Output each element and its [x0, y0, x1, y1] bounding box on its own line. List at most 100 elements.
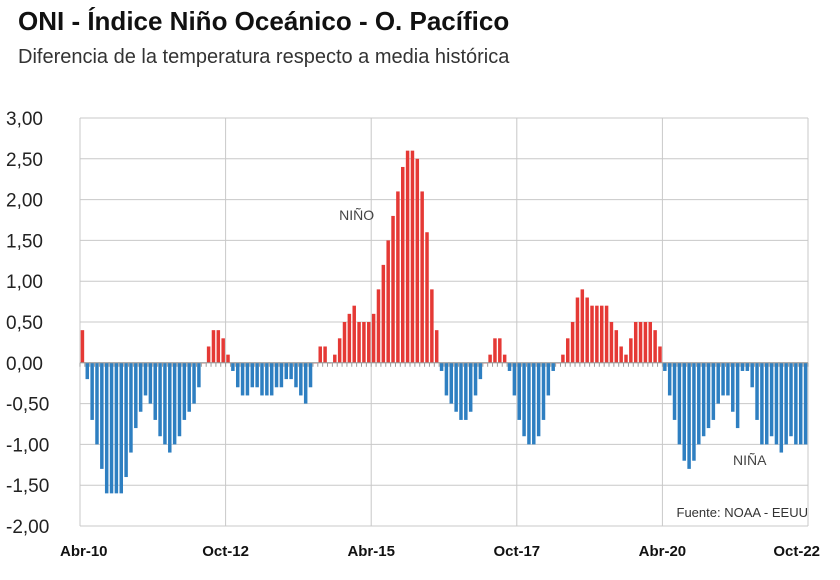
oni-bar	[459, 362, 463, 420]
oni-bar	[473, 362, 478, 396]
oni-bar	[386, 240, 390, 363]
y-tick-label: -0,50	[6, 395, 49, 416]
oni-bar	[342, 322, 347, 363]
oni-bar	[658, 346, 662, 363]
oni-bar	[367, 322, 371, 363]
oni-bar	[318, 346, 322, 363]
oni-bar	[410, 150, 415, 363]
oni-bar	[527, 362, 531, 445]
oni-bar	[439, 362, 444, 371]
oni-bar	[192, 362, 196, 404]
oni-bar	[716, 362, 720, 404]
x-tick-label: Abr-20	[639, 543, 687, 560]
x-tick-label: Abr-10	[60, 543, 108, 560]
oni-bar	[158, 362, 162, 437]
y-tick-label: 0,00	[6, 354, 43, 375]
oni-bar	[240, 362, 245, 396]
oni-bar	[80, 330, 85, 363]
oni-bar	[541, 362, 546, 420]
oni-bar	[585, 297, 589, 363]
oni-bar	[726, 362, 730, 396]
x-tick-label: Abr-15	[347, 543, 395, 560]
oni-bar	[221, 338, 225, 363]
oni-bar	[235, 362, 240, 388]
oni-bar	[362, 322, 366, 363]
oni-bar	[95, 362, 99, 445]
oni-bar	[226, 354, 230, 363]
oni-bar	[430, 289, 434, 363]
oni-bar	[769, 362, 774, 437]
oni-bar	[619, 346, 623, 363]
oni-bar	[197, 362, 201, 388]
oni-bar	[153, 362, 157, 420]
oni-bar	[798, 362, 803, 445]
oni-bar	[653, 330, 657, 363]
oni-bar	[444, 362, 449, 396]
oni-bar	[488, 354, 492, 363]
oni-bar	[391, 215, 395, 363]
oni-bar	[672, 362, 677, 420]
label-layer: 3,00 2,50 2,00 1,50 1,00 0,50 0,00 -0,50 -1,00 -1…	[6, 109, 820, 560]
oni-bar	[765, 362, 769, 445]
oni-bar	[109, 362, 114, 494]
oni-bar	[114, 362, 119, 494]
chart-subtitle: Diferencia de la temperatura respecto a …	[18, 46, 510, 68]
oni-bar	[434, 330, 439, 363]
oni-bar	[643, 322, 648, 363]
oni-bar	[352, 305, 356, 363]
oni-bar	[333, 354, 337, 363]
axis-layer	[79, 362, 809, 367]
oni-bar	[119, 362, 123, 494]
y-tick-label: 1,00	[6, 272, 43, 293]
oni-bar	[498, 338, 502, 363]
oni-bar	[803, 362, 808, 445]
oni-bar	[381, 264, 386, 363]
oni-bar	[143, 362, 148, 396]
oni-bar	[774, 362, 779, 445]
oni-bar	[570, 322, 575, 363]
oni-bar	[308, 362, 313, 388]
oni-bar	[580, 289, 585, 363]
oni-bar	[415, 158, 420, 363]
chart-annotation: NIÑA	[733, 452, 767, 468]
oni-bar	[663, 362, 667, 371]
oni-bar	[784, 362, 788, 445]
oni-bar	[711, 362, 716, 420]
oni-bar	[138, 362, 143, 412]
oni-bar	[731, 362, 735, 412]
oni-bar	[255, 362, 259, 388]
oni-bar	[129, 362, 133, 453]
oni-bar	[187, 362, 191, 412]
oni-bar	[100, 362, 104, 469]
x-tick-label: Oct-12	[202, 543, 249, 560]
oni-bar	[211, 330, 216, 363]
oni-bar	[682, 362, 686, 461]
oni-bar	[250, 362, 255, 388]
oni-bar	[706, 362, 711, 429]
oni-bar	[172, 362, 177, 445]
oni-bar	[425, 232, 429, 363]
oni-bar	[260, 362, 264, 396]
oni-bar	[692, 362, 696, 461]
oni-bar	[182, 362, 187, 420]
oni-bar	[667, 362, 672, 396]
oni-bar	[104, 362, 109, 494]
oni-bar	[677, 362, 682, 445]
oni-bar	[536, 362, 541, 437]
y-tick-label: 0,50	[6, 313, 43, 334]
oni-bar	[595, 305, 599, 363]
oni-bar	[347, 313, 352, 363]
oni-bar	[303, 362, 308, 404]
grid-layer	[79, 117, 809, 527]
oni-bar	[760, 362, 764, 445]
oni-bar	[337, 338, 342, 363]
oni-bar	[284, 362, 289, 380]
oni-bar	[546, 362, 551, 396]
oni-bar	[289, 362, 293, 380]
oni-bar	[294, 362, 298, 388]
oni-bar	[163, 362, 167, 445]
y-tick-label: 2,00	[6, 191, 43, 212]
y-tick-label: -1,00	[6, 435, 49, 456]
oni-bar	[697, 362, 701, 445]
oni-bar	[478, 362, 483, 380]
